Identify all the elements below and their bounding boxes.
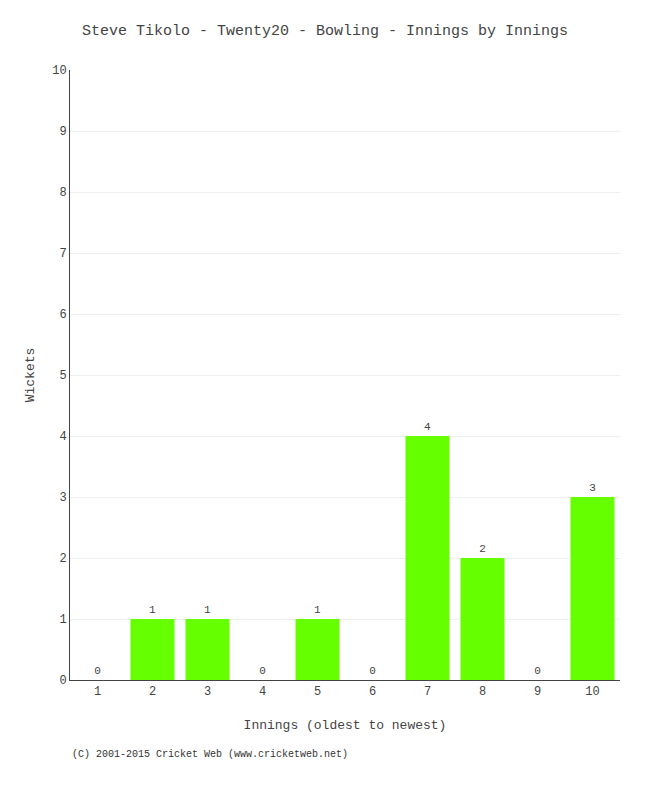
svg-text:5: 5 bbox=[59, 369, 66, 383]
svg-text:4: 4 bbox=[59, 430, 66, 444]
svg-text:8: 8 bbox=[479, 685, 486, 699]
svg-text:4: 4 bbox=[424, 421, 431, 433]
svg-text:1: 1 bbox=[94, 685, 101, 699]
svg-text:3: 3 bbox=[59, 491, 66, 505]
svg-text:7: 7 bbox=[424, 685, 431, 699]
svg-text:0: 0 bbox=[59, 674, 66, 688]
svg-text:Wickets: Wickets bbox=[23, 348, 38, 403]
svg-text:9: 9 bbox=[59, 125, 66, 139]
svg-text:0: 0 bbox=[369, 665, 376, 677]
svg-text:1: 1 bbox=[204, 604, 211, 616]
svg-text:10: 10 bbox=[52, 64, 66, 78]
svg-text:0: 0 bbox=[94, 665, 101, 677]
svg-text:2: 2 bbox=[59, 552, 66, 566]
svg-text:5: 5 bbox=[314, 685, 321, 699]
svg-text:(C) 2001-2015 Cricket Web (www: (C) 2001-2015 Cricket Web (www.cricketwe… bbox=[72, 749, 348, 760]
svg-text:8: 8 bbox=[59, 186, 66, 200]
svg-text:2: 2 bbox=[149, 685, 156, 699]
svg-text:10: 10 bbox=[585, 685, 599, 699]
svg-text:3: 3 bbox=[204, 685, 211, 699]
svg-text:9: 9 bbox=[534, 685, 541, 699]
svg-text:7: 7 bbox=[59, 247, 66, 261]
svg-text:Steve Tikolo - Twenty20 - Bowl: Steve Tikolo - Twenty20 - Bowling - Inni… bbox=[82, 23, 568, 40]
svg-text:0: 0 bbox=[259, 665, 266, 677]
svg-text:1: 1 bbox=[149, 604, 156, 616]
svg-text:2: 2 bbox=[479, 543, 486, 555]
svg-text:3: 3 bbox=[589, 482, 596, 494]
svg-text:6: 6 bbox=[369, 685, 376, 699]
svg-text:0: 0 bbox=[534, 665, 541, 677]
svg-text:Innings (oldest to newest): Innings (oldest to newest) bbox=[244, 718, 447, 733]
svg-text:4: 4 bbox=[259, 685, 266, 699]
svg-text:6: 6 bbox=[59, 308, 66, 322]
svg-text:1: 1 bbox=[59, 613, 66, 627]
svg-text:1: 1 bbox=[314, 604, 321, 616]
